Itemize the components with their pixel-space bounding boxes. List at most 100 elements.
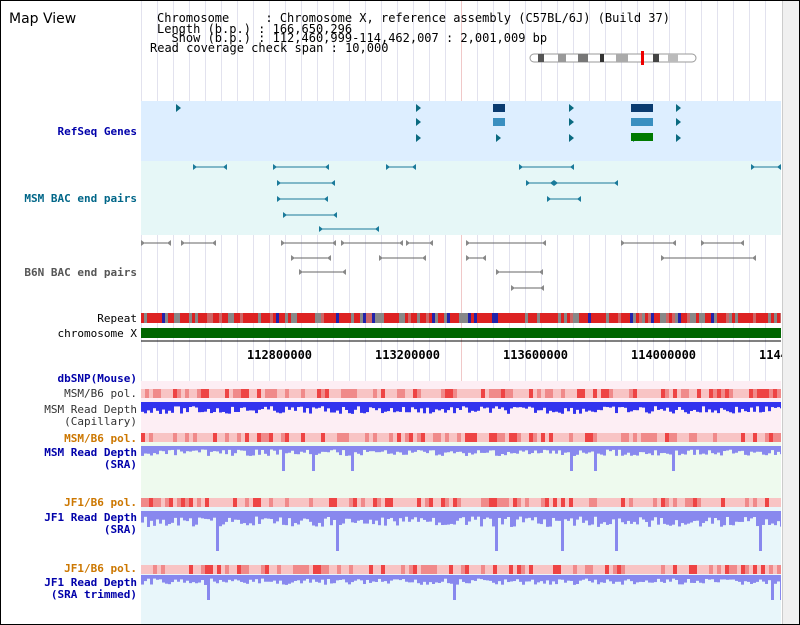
depth-bar (345, 511, 348, 519)
depth-bar (768, 575, 771, 581)
polymorphism-cell (761, 498, 765, 507)
polymorphism-cell (293, 498, 297, 507)
depth-bar (456, 402, 459, 409)
depth-bar (597, 402, 600, 410)
depth-bar (387, 402, 390, 412)
msm-bac-band (141, 161, 781, 235)
depth-bar (747, 402, 750, 413)
polymorphism-cell (229, 498, 233, 507)
depth-bar (708, 402, 711, 410)
depth-bar (549, 446, 552, 454)
polymorphism-cell (741, 433, 745, 442)
repeat-segment (657, 313, 660, 323)
polymorphism-cell (349, 433, 353, 442)
polymorphism-cell (489, 433, 493, 442)
depth-bar (561, 402, 564, 414)
polymorphism-cell (141, 433, 145, 442)
depth-bar (153, 402, 156, 409)
depth-bar (717, 446, 720, 453)
depth-bar (564, 402, 567, 409)
depth-bar (348, 575, 351, 585)
depth-bar (402, 511, 405, 522)
depth-bar (516, 575, 519, 580)
polymorphism-cell (445, 433, 449, 442)
polymorphism-cell (613, 498, 617, 507)
polymorphism-cell (685, 389, 689, 398)
depth-bar (672, 575, 675, 579)
depth-bar (174, 402, 177, 407)
repeat-segment (351, 313, 354, 323)
depth-bar (327, 575, 330, 580)
depth-bar (297, 575, 300, 581)
repeat-segment (342, 313, 345, 323)
depth-bar (696, 446, 699, 450)
repeat-segment (522, 313, 525, 323)
repeat-segment (666, 313, 669, 323)
repeat-segment (432, 313, 435, 323)
depth-bar (297, 511, 300, 525)
depth-bar (450, 402, 453, 408)
depth-bar (765, 402, 768, 407)
depth-bar (486, 402, 489, 408)
polymorphism-cell (433, 389, 437, 398)
depth-bar (543, 446, 546, 450)
depth-bar (339, 575, 342, 580)
polymorphism-cell (697, 498, 701, 507)
polymorphism-cell (145, 433, 149, 442)
depth-bar (630, 402, 633, 412)
depth-bar (690, 575, 693, 583)
depth-bar (246, 402, 249, 411)
chromosome-ideogram[interactable] (528, 51, 698, 65)
depth-bar (450, 446, 453, 452)
repeat-segment (393, 313, 396, 323)
polymorphism-cell (653, 389, 657, 398)
depth-bar (216, 575, 219, 584)
depth-bar (393, 446, 396, 455)
depth-bar (444, 402, 447, 413)
depth-bar (759, 575, 762, 580)
depth-bar (465, 511, 468, 525)
repeat-segment (201, 313, 204, 323)
feature-tracks[interactable] (141, 1, 781, 625)
polymorphism-cell (185, 433, 189, 442)
depth-bar (621, 402, 624, 408)
depth-bar (618, 511, 621, 519)
polymorphism-cell (757, 498, 761, 507)
depth-bar (711, 575, 714, 580)
polymorphism-cell (565, 565, 569, 574)
polymorphism-cell (493, 389, 497, 398)
polymorphism-cell (441, 565, 445, 574)
depth-bar (141, 511, 144, 523)
polymorphism-cell (725, 389, 729, 398)
depth-bar (156, 402, 159, 411)
depth-bar (681, 446, 684, 454)
polymorphism-cell (161, 389, 165, 398)
depth-bar (657, 511, 660, 525)
depth-bar (375, 402, 378, 411)
polymorphism-cell (737, 433, 741, 442)
polymorphism-cell (453, 389, 457, 398)
depth-bar (618, 575, 621, 582)
polymorphism-cell (705, 389, 709, 398)
track-label-msm-pol-1: MSM/B6 pol. (64, 387, 137, 400)
polymorphism-cell (213, 498, 217, 507)
polymorphism-cell (169, 565, 173, 574)
vertical-scrollbar[interactable] (782, 1, 799, 624)
polymorphism-cell (309, 498, 313, 507)
polymorphism-cell (417, 433, 421, 442)
polymorphism-cell (369, 565, 373, 574)
polymorphism-cell (741, 389, 745, 398)
depth-bar (171, 575, 174, 583)
depth-bar (417, 575, 420, 584)
polymorphism-cell (397, 389, 401, 398)
polymorphism-cell (585, 389, 589, 398)
polymorphism-cell (657, 433, 661, 442)
repeat-segment (327, 313, 330, 323)
depth-bar (651, 511, 654, 521)
gene-marker (676, 104, 681, 112)
polymorphism-cell (757, 565, 761, 574)
depth-bar (276, 402, 279, 413)
depth-bar (528, 575, 531, 582)
polymorphism-cell (597, 498, 601, 507)
polymorphism-cell (305, 498, 309, 507)
